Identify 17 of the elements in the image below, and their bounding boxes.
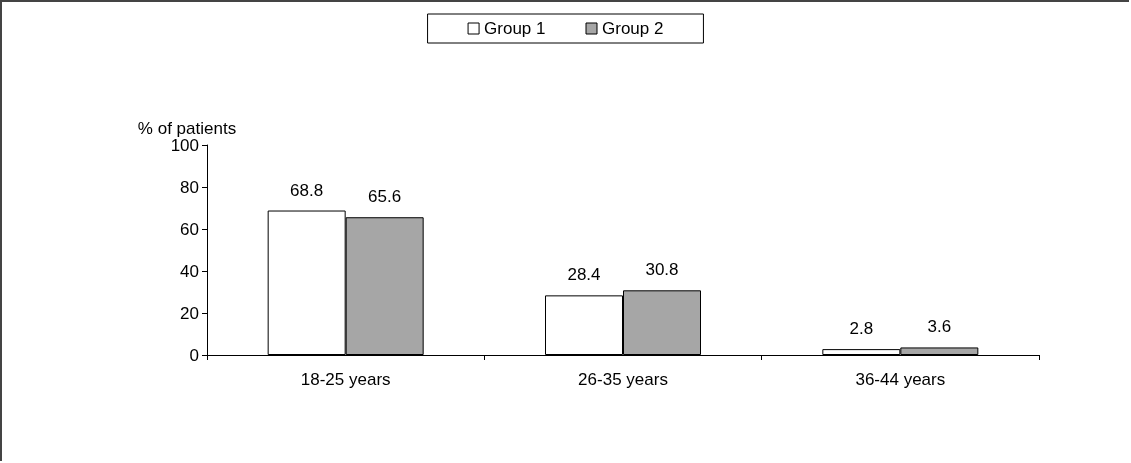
y-tick-label: 20 — [180, 303, 199, 323]
x-tick-label: 36-44 years — [855, 370, 946, 389]
x-tick-label: 26-35 years — [578, 370, 668, 389]
data-label: 2.8 — [849, 319, 874, 339]
x-tick-label: 18-25 years — [300, 370, 391, 389]
data-label: 65.6 — [368, 187, 402, 207]
legend-label: Group 1 — [484, 19, 546, 38]
data-label: 30.8 — [645, 260, 679, 280]
y-axis-title: % of patients — [137, 118, 237, 138]
data-label: 68.8 — [290, 180, 324, 200]
data-label: 3.6 — [927, 317, 952, 337]
y-tick-label: 40 — [180, 261, 199, 281]
y-tick-label: 60 — [180, 219, 199, 239]
legend-label: Group 2 — [602, 19, 664, 38]
y-tick-label: 80 — [180, 177, 199, 197]
data-label: 28.4 — [567, 265, 601, 285]
y-tick-label: 0 — [189, 345, 199, 365]
